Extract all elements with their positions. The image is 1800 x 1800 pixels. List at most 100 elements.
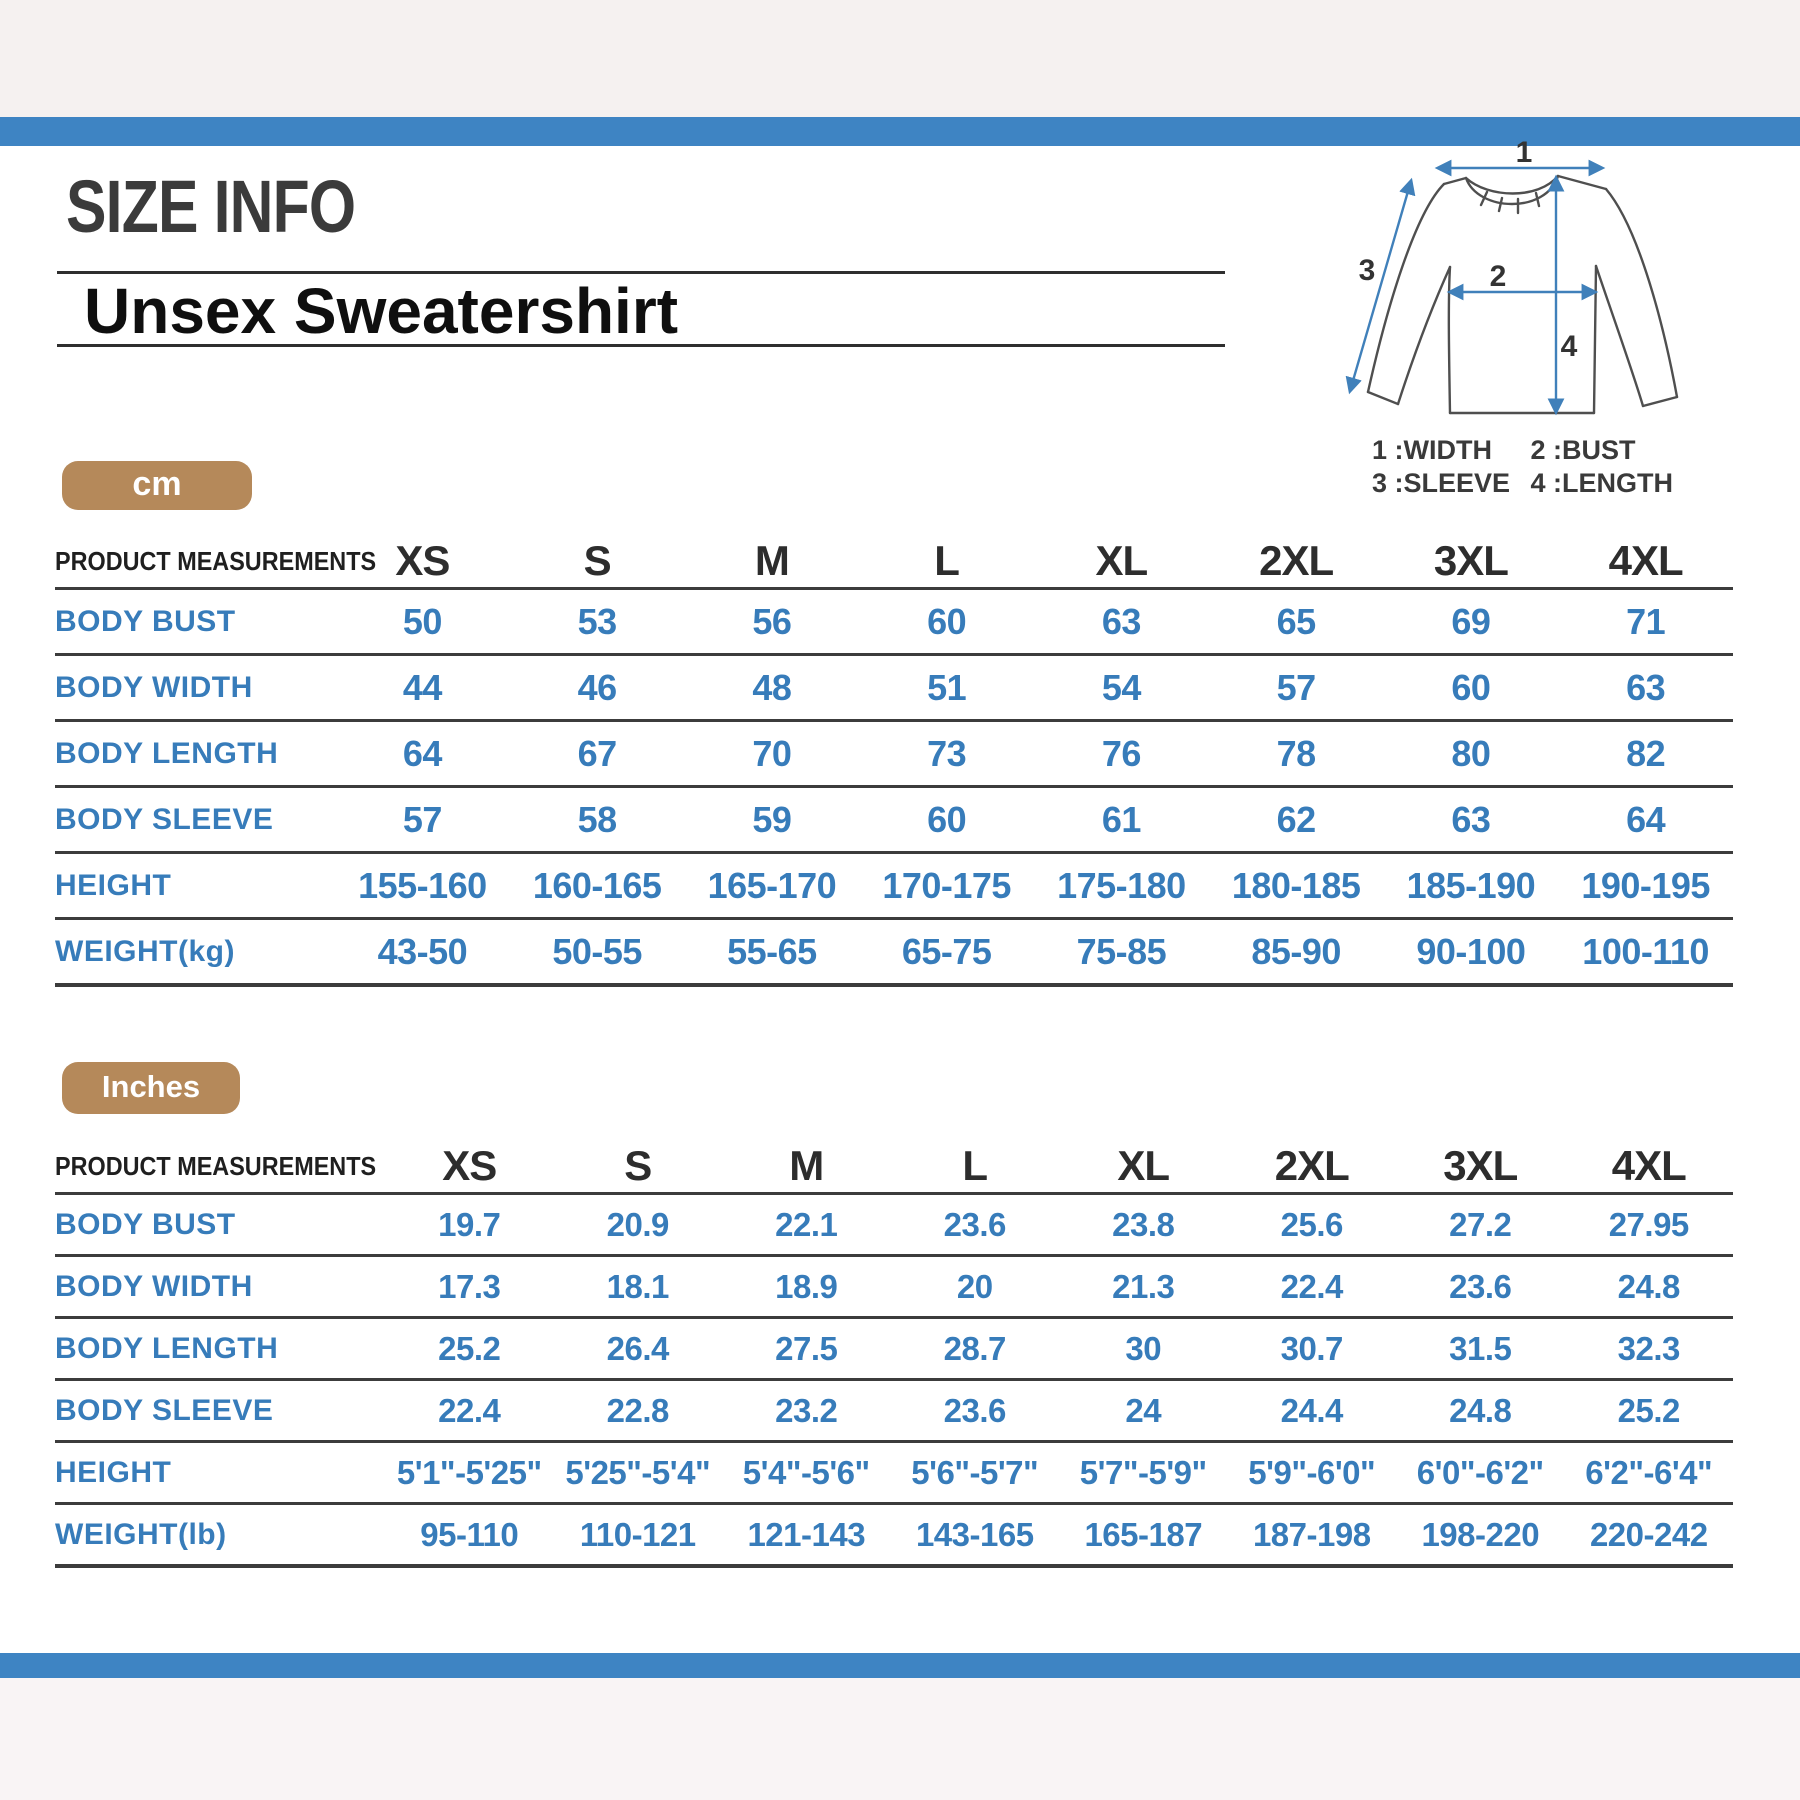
table-cell: 26.4 bbox=[606, 1329, 670, 1367]
legend-bust: 2 :BUST bbox=[1530, 435, 1636, 465]
legend-sleeve: 3 :SLEEVE bbox=[1372, 468, 1511, 498]
table-row: HEIGHT 155-160 160-165 165-170 170-175 175-18… bbox=[55, 851, 1733, 917]
measurement-arrows bbox=[1345, 159, 1606, 416]
table-cell: 56 bbox=[752, 600, 792, 642]
table-cell: 60 bbox=[1451, 666, 1491, 708]
column-header-size: 4XL bbox=[1608, 537, 1684, 584]
table-cell: 18.9 bbox=[775, 1267, 838, 1305]
table-cell: 22.4 bbox=[1280, 1267, 1344, 1305]
legend-length: 4 :LENGTH bbox=[1530, 468, 1674, 498]
table-cell: 27.95 bbox=[1608, 1205, 1690, 1243]
table-cell: 57 bbox=[1276, 666, 1317, 708]
table-cell: 57 bbox=[402, 798, 443, 840]
table-row: BODY BUST 19.7 20.9 22.1 23.6 23.8 25.6 27.2 27.… bbox=[55, 1192, 1733, 1254]
table-cell: 27.5 bbox=[775, 1329, 838, 1367]
row-label: BODY WIDTH bbox=[55, 1269, 253, 1303]
table-cell: 180-185 bbox=[1231, 864, 1361, 906]
table-cell: 175-180 bbox=[1057, 864, 1186, 906]
marker-1: 1 bbox=[1516, 140, 1533, 169]
table-cell: 65-75 bbox=[901, 930, 992, 972]
legend-row: 3 :SLEEVE 4 :LENGTH bbox=[1372, 467, 1673, 500]
table-cell: 110-121 bbox=[579, 1515, 696, 1553]
table-cell: 73 bbox=[927, 732, 967, 774]
table-row: BODY LENGTH 64 67 70 73 76 78 80 82 bbox=[55, 719, 1733, 785]
table-cell: 53 bbox=[577, 600, 618, 642]
column-header-size: XS bbox=[395, 537, 450, 584]
table-cell: 59 bbox=[752, 798, 792, 840]
table-row: BODY SLEEVE 57 58 59 60 61 62 63 64 bbox=[55, 785, 1733, 851]
legend-width: 1 :WIDTH bbox=[1372, 435, 1492, 465]
marker-3: 3 bbox=[1359, 254, 1376, 287]
cm-size-table: PRODUCT MEASUREMENTS XS S M L XL 2XL 3XL 4XL BODY… bbox=[55, 535, 1733, 987]
table-row: BODY SLEEVE 22.4 22.8 23.2 23.6 24 24.4 24.8 25.… bbox=[55, 1378, 1733, 1440]
legend-row: 1 :WIDTH 2 :BUST bbox=[1372, 434, 1673, 467]
page-background-top bbox=[0, 0, 1800, 117]
row-label: WEIGHT(lb) bbox=[55, 1517, 227, 1551]
table-row: WEIGHT(kg) 43-50 50-55 55-65 65-75 75-85 85-90… bbox=[55, 917, 1733, 983]
table-cell: 23.6 bbox=[943, 1205, 1007, 1243]
table-row: BODY BUST 50 53 56 60 63 65 69 71 bbox=[55, 587, 1733, 653]
product-subtitle: Unsex Sweatershirt bbox=[84, 275, 679, 347]
table-cell: 165-170 bbox=[707, 864, 837, 906]
column-header-size: L bbox=[934, 537, 960, 584]
table-row: BODY WIDTH 44 46 48 51 54 57 60 63 bbox=[55, 653, 1733, 719]
table-cell: 24.4 bbox=[1280, 1391, 1344, 1429]
measurement-numbers: 1 2 3 4 bbox=[1359, 140, 1578, 363]
table-cell: 23.2 bbox=[775, 1391, 838, 1429]
table-cell: 24.8 bbox=[1449, 1391, 1512, 1429]
table-cell: 30.7 bbox=[1280, 1329, 1344, 1367]
table-cell: 27.2 bbox=[1449, 1205, 1512, 1243]
sweatshirt-outline bbox=[1366, 174, 1679, 415]
table-cell: 22.1 bbox=[775, 1205, 838, 1243]
table-cell: 80 bbox=[1451, 732, 1491, 774]
row-label: BODY SLEEVE bbox=[55, 1393, 274, 1427]
row-label: BODY LENGTH bbox=[55, 736, 279, 770]
table-cell: 25.2 bbox=[1617, 1391, 1681, 1429]
column-header-size: XS bbox=[442, 1142, 497, 1189]
page-title: SIZE INFO bbox=[66, 165, 356, 248]
column-header-size: S bbox=[624, 1142, 652, 1189]
table-cell: 5'25"-5'4" bbox=[565, 1453, 711, 1491]
table-cell: 18.1 bbox=[606, 1267, 670, 1305]
table-cell: 100-110 bbox=[1582, 930, 1709, 972]
inches-unit-badge: Inches bbox=[62, 1062, 240, 1114]
table-cell: 160-165 bbox=[532, 864, 662, 906]
table-cell: 76 bbox=[1101, 732, 1142, 774]
table-cell: 60 bbox=[927, 600, 967, 642]
column-header-size: 2XL bbox=[1274, 1142, 1350, 1189]
cm-unit-badge: cm bbox=[62, 461, 252, 510]
table-cell: 63 bbox=[1626, 666, 1666, 708]
table-cell: 50 bbox=[402, 600, 443, 642]
subtitle-bottom-rule bbox=[57, 344, 1225, 347]
table-cell: 6'2"-6'4" bbox=[1585, 1453, 1713, 1491]
table-cell: 78 bbox=[1276, 732, 1317, 774]
column-header-size: M bbox=[754, 537, 790, 584]
table-cell: 95-110 bbox=[420, 1515, 519, 1553]
table-cell: 62 bbox=[1276, 798, 1317, 840]
table-cell: 187-198 bbox=[1252, 1515, 1371, 1553]
table-cell: 51 bbox=[927, 666, 967, 708]
table-cell: 155-160 bbox=[358, 864, 487, 906]
row-label: HEIGHT bbox=[55, 1455, 172, 1489]
table-cell: 90-100 bbox=[1416, 930, 1526, 972]
top-accent-bar bbox=[0, 117, 1800, 146]
table-cell: 21.3 bbox=[1112, 1267, 1175, 1305]
table-cell: 71 bbox=[1626, 600, 1666, 642]
table-header-row: PRODUCT MEASUREMENTS XS S M L XL 2XL 3XL 4XL bbox=[55, 535, 1733, 587]
table-cell: 69 bbox=[1451, 600, 1491, 642]
table-cell: 23.6 bbox=[943, 1391, 1007, 1429]
table-cell: 30 bbox=[1125, 1329, 1162, 1367]
column-header-size: 4XL bbox=[1611, 1142, 1687, 1189]
column-header-size: XL bbox=[1095, 537, 1149, 584]
table-cell: 20 bbox=[956, 1267, 993, 1305]
table-cell: 32.3 bbox=[1617, 1329, 1681, 1367]
diagram-legend: 1 :WIDTH 2 :BUST 3 :SLEEVE 4 :LENGTH bbox=[1372, 434, 1673, 500]
table-cell: 55-65 bbox=[727, 930, 817, 972]
column-header-size: 3XL bbox=[1443, 1142, 1518, 1189]
subtitle-top-rule bbox=[57, 271, 1225, 274]
table-cell: 22.8 bbox=[606, 1391, 670, 1429]
table-row: BODY LENGTH 25.2 26.4 27.5 28.7 30 30.7 31.5 32.… bbox=[55, 1316, 1733, 1378]
column-header-size: XL bbox=[1117, 1142, 1170, 1189]
marker-4: 4 bbox=[1561, 330, 1578, 363]
